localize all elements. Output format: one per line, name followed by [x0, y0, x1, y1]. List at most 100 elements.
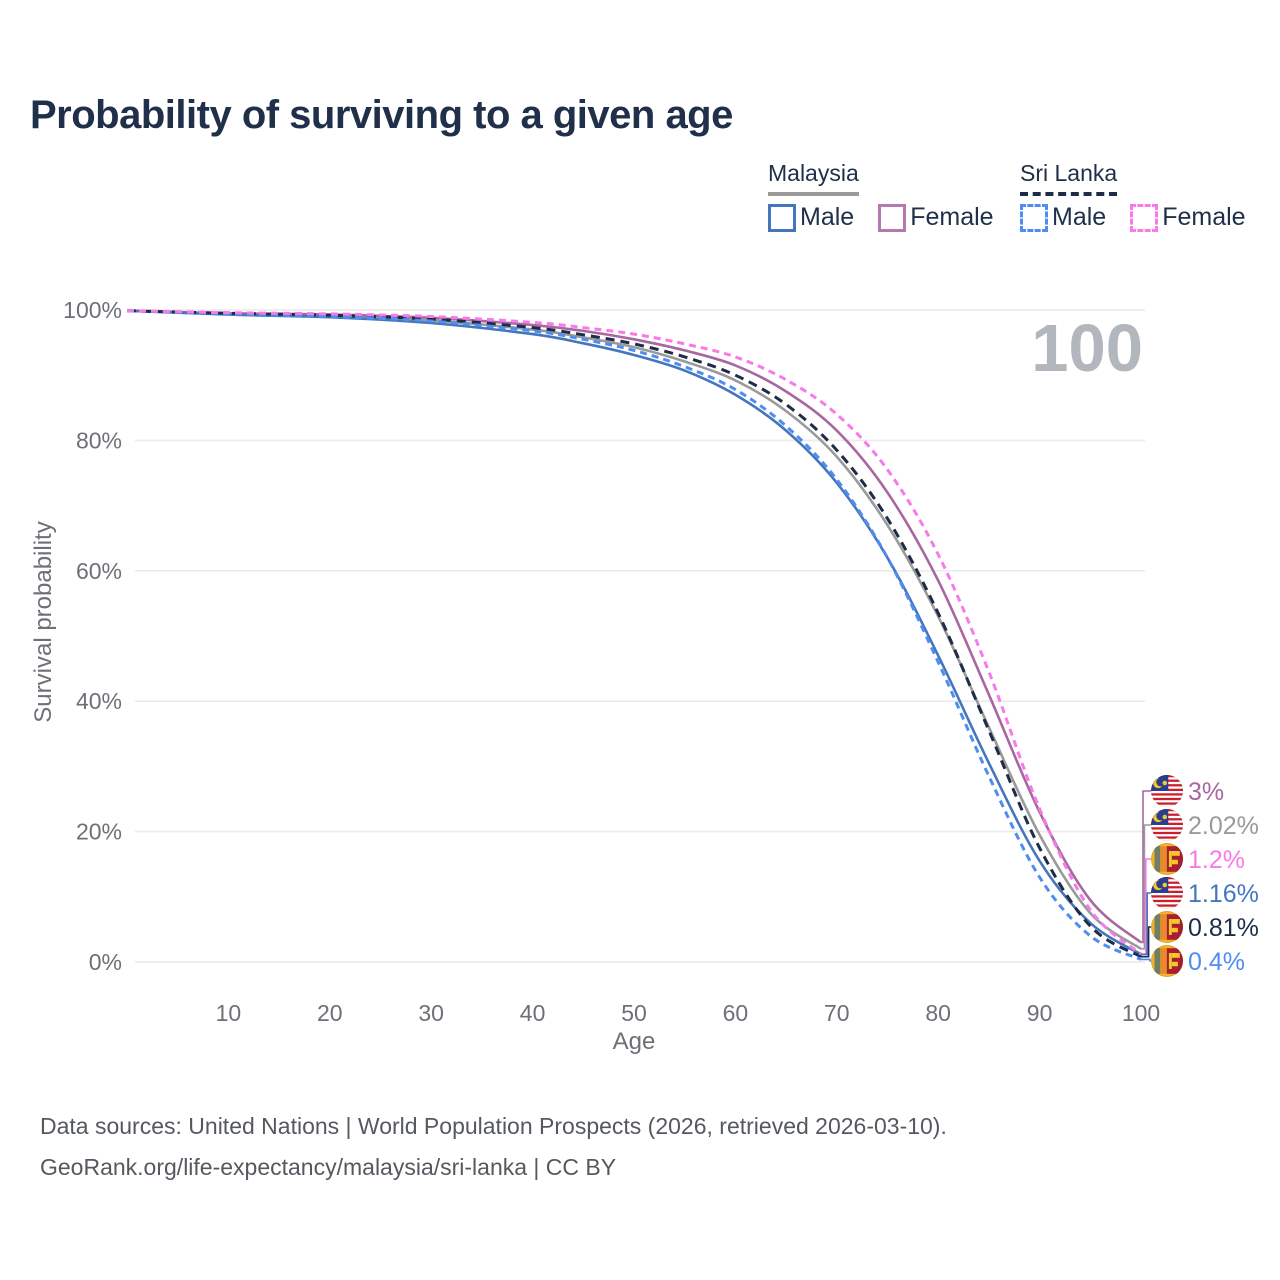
- axis-ticks: 0% 20% 40% 60% 80% 100% 10 20 30 40 50 60 70 80 90 100: [63, 297, 1160, 1026]
- sri-lanka-female-swatch-icon: [1130, 203, 1159, 232]
- legend-label: Male: [1052, 203, 1107, 231]
- legend-label: Male: [800, 203, 855, 231]
- x-tick-70: 70: [824, 1000, 850, 1026]
- sri-lanka-male-swatch-icon: [1020, 203, 1048, 232]
- watermark-age-counter: 100: [1031, 311, 1143, 386]
- flag-stripe: [1151, 836, 1183, 839]
- malaysia-female-swatch-icon: [878, 203, 907, 232]
- flag-lion: [1171, 953, 1180, 958]
- survival-curves: [126, 309, 1142, 961]
- flag-stripe: [1151, 899, 1183, 903]
- connector-my_male: [1141, 892, 1151, 956]
- x-tick-60: 60: [723, 1000, 749, 1026]
- flag-star: [1162, 780, 1167, 786]
- footer-line-1: Data sources: United Nations | World Pop…: [40, 1113, 947, 1139]
- flag-art: [1151, 775, 1183, 807]
- flag-green-stripe: [1154, 948, 1161, 974]
- flag-lion: [1171, 927, 1178, 933]
- flag-green-stripe: [1154, 914, 1161, 940]
- flag-malaysia-icon: [1151, 877, 1183, 909]
- legend-label: Female: [910, 203, 994, 231]
- x-tick-80: 80: [925, 1000, 951, 1026]
- x-axis-title: Age: [613, 1028, 656, 1055]
- curve-my_male: [126, 309, 1142, 956]
- y-tick-20%: 20%: [76, 819, 122, 845]
- flag-saffron-stripe: [1160, 948, 1167, 974]
- flag-lion: [1168, 919, 1172, 935]
- flag-green-stripe: [1154, 846, 1161, 872]
- y-tick-0%: 0%: [89, 949, 122, 975]
- end-label-sl_male: 0.4%: [1188, 948, 1245, 976]
- flag-lion: [1171, 851, 1180, 856]
- flag-crescent-cut: [1156, 879, 1165, 889]
- gridlines: [135, 309, 1145, 963]
- flag-art: [1151, 809, 1183, 841]
- flag-stripe: [1151, 797, 1183, 801]
- x-tick-20: 20: [317, 1000, 343, 1026]
- malaysia-male-swatch-icon: [768, 203, 796, 232]
- flag-stripe: [1151, 827, 1183, 830]
- end-label-values: 3% 2.02% 1.2% 1.16% 0.81% 0.4%: [1188, 778, 1259, 976]
- footer-line-2: GeoRank.org/life-expectancy/malaysia/sri…: [40, 1154, 617, 1181]
- curve-sl_male: [126, 309, 1142, 961]
- flag-lion: [1168, 953, 1172, 969]
- y-tick-40%: 40%: [76, 688, 122, 714]
- flag-crescent-cut: [1156, 777, 1165, 787]
- end-label-my_total: 2.02%: [1188, 812, 1259, 840]
- x-tick-100: 100: [1122, 1000, 1160, 1026]
- legend-group-malaysia: Malaysia Male Female: [768, 160, 994, 232]
- connector-sl_total: [1141, 926, 1151, 958]
- flag-rim: [1151, 911, 1183, 943]
- flag-rim: [1151, 809, 1183, 841]
- end-label-my_male: 1.16%: [1188, 880, 1259, 908]
- x-tick-50: 50: [621, 1000, 647, 1026]
- flag-saffron-stripe: [1160, 914, 1167, 940]
- legend-group-sri-lanka: Sri Lanka Male Female: [1020, 160, 1246, 232]
- legend-header-sri-lanka: Sri Lanka: [1020, 160, 1118, 196]
- y-axis-title: Survival probability: [30, 521, 57, 722]
- flag-stripe: [1151, 793, 1183, 796]
- y-tick-60%: 60%: [76, 558, 122, 584]
- flag-art: [1151, 911, 1183, 943]
- legend-label: Female: [1162, 203, 1246, 231]
- flag-lion: [1171, 859, 1178, 865]
- flag-sri-lanka-icon: [1151, 843, 1183, 875]
- flag-lion: [1171, 961, 1178, 967]
- legend-item-sri-lanka-male[interactable]: Male: [1020, 203, 1106, 232]
- connector-my_total: [1141, 824, 1151, 950]
- end-label-flags: [1151, 775, 1183, 977]
- curve-my_total: [126, 309, 1142, 950]
- flag-rim: [1151, 945, 1183, 977]
- flag-rim: [1151, 843, 1183, 875]
- flag-lion: [1168, 851, 1172, 867]
- curve-my_female: [126, 309, 1142, 944]
- flag-art: [1151, 945, 1183, 977]
- flag-lion: [1171, 919, 1180, 924]
- page-title: Probability of surviving to a given age: [30, 93, 733, 137]
- flag-stripe: [1151, 904, 1183, 907]
- flag-rim: [1151, 877, 1183, 909]
- x-tick-40: 40: [520, 1000, 546, 1026]
- flag-stripe: [1151, 895, 1183, 898]
- legend-item-malaysia-female[interactable]: Female: [878, 203, 994, 232]
- flag-sri-lanka-icon: [1151, 911, 1183, 943]
- curve-sl_total: [126, 309, 1142, 959]
- flag-malaysia-icon: [1151, 775, 1183, 807]
- data-source-footer: Data sources: United Nations | World Pop…: [40, 1106, 947, 1189]
- end-label-sl_total: 0.81%: [1188, 914, 1259, 942]
- connector-sl_male: [1141, 958, 1151, 962]
- end-label-my_female: 3%: [1188, 778, 1224, 806]
- connector-my_female: [1141, 790, 1151, 944]
- flag-stripe: [1151, 802, 1183, 805]
- flag-star: [1162, 814, 1167, 820]
- end-label-connectors: [1141, 790, 1151, 962]
- legend-item-sri-lanka-female[interactable]: Female: [1130, 203, 1246, 232]
- legend-item-malaysia-male[interactable]: Male: [768, 203, 854, 232]
- flag-art: [1151, 877, 1183, 909]
- flag-crescent-cut: [1156, 811, 1165, 821]
- flag-sri-lanka-icon: [1151, 945, 1183, 977]
- curve-sl_female: [126, 309, 1142, 956]
- x-tick-30: 30: [418, 1000, 444, 1026]
- flag-malaysia-icon: [1151, 809, 1183, 841]
- x-tick-90: 90: [1027, 1000, 1053, 1026]
